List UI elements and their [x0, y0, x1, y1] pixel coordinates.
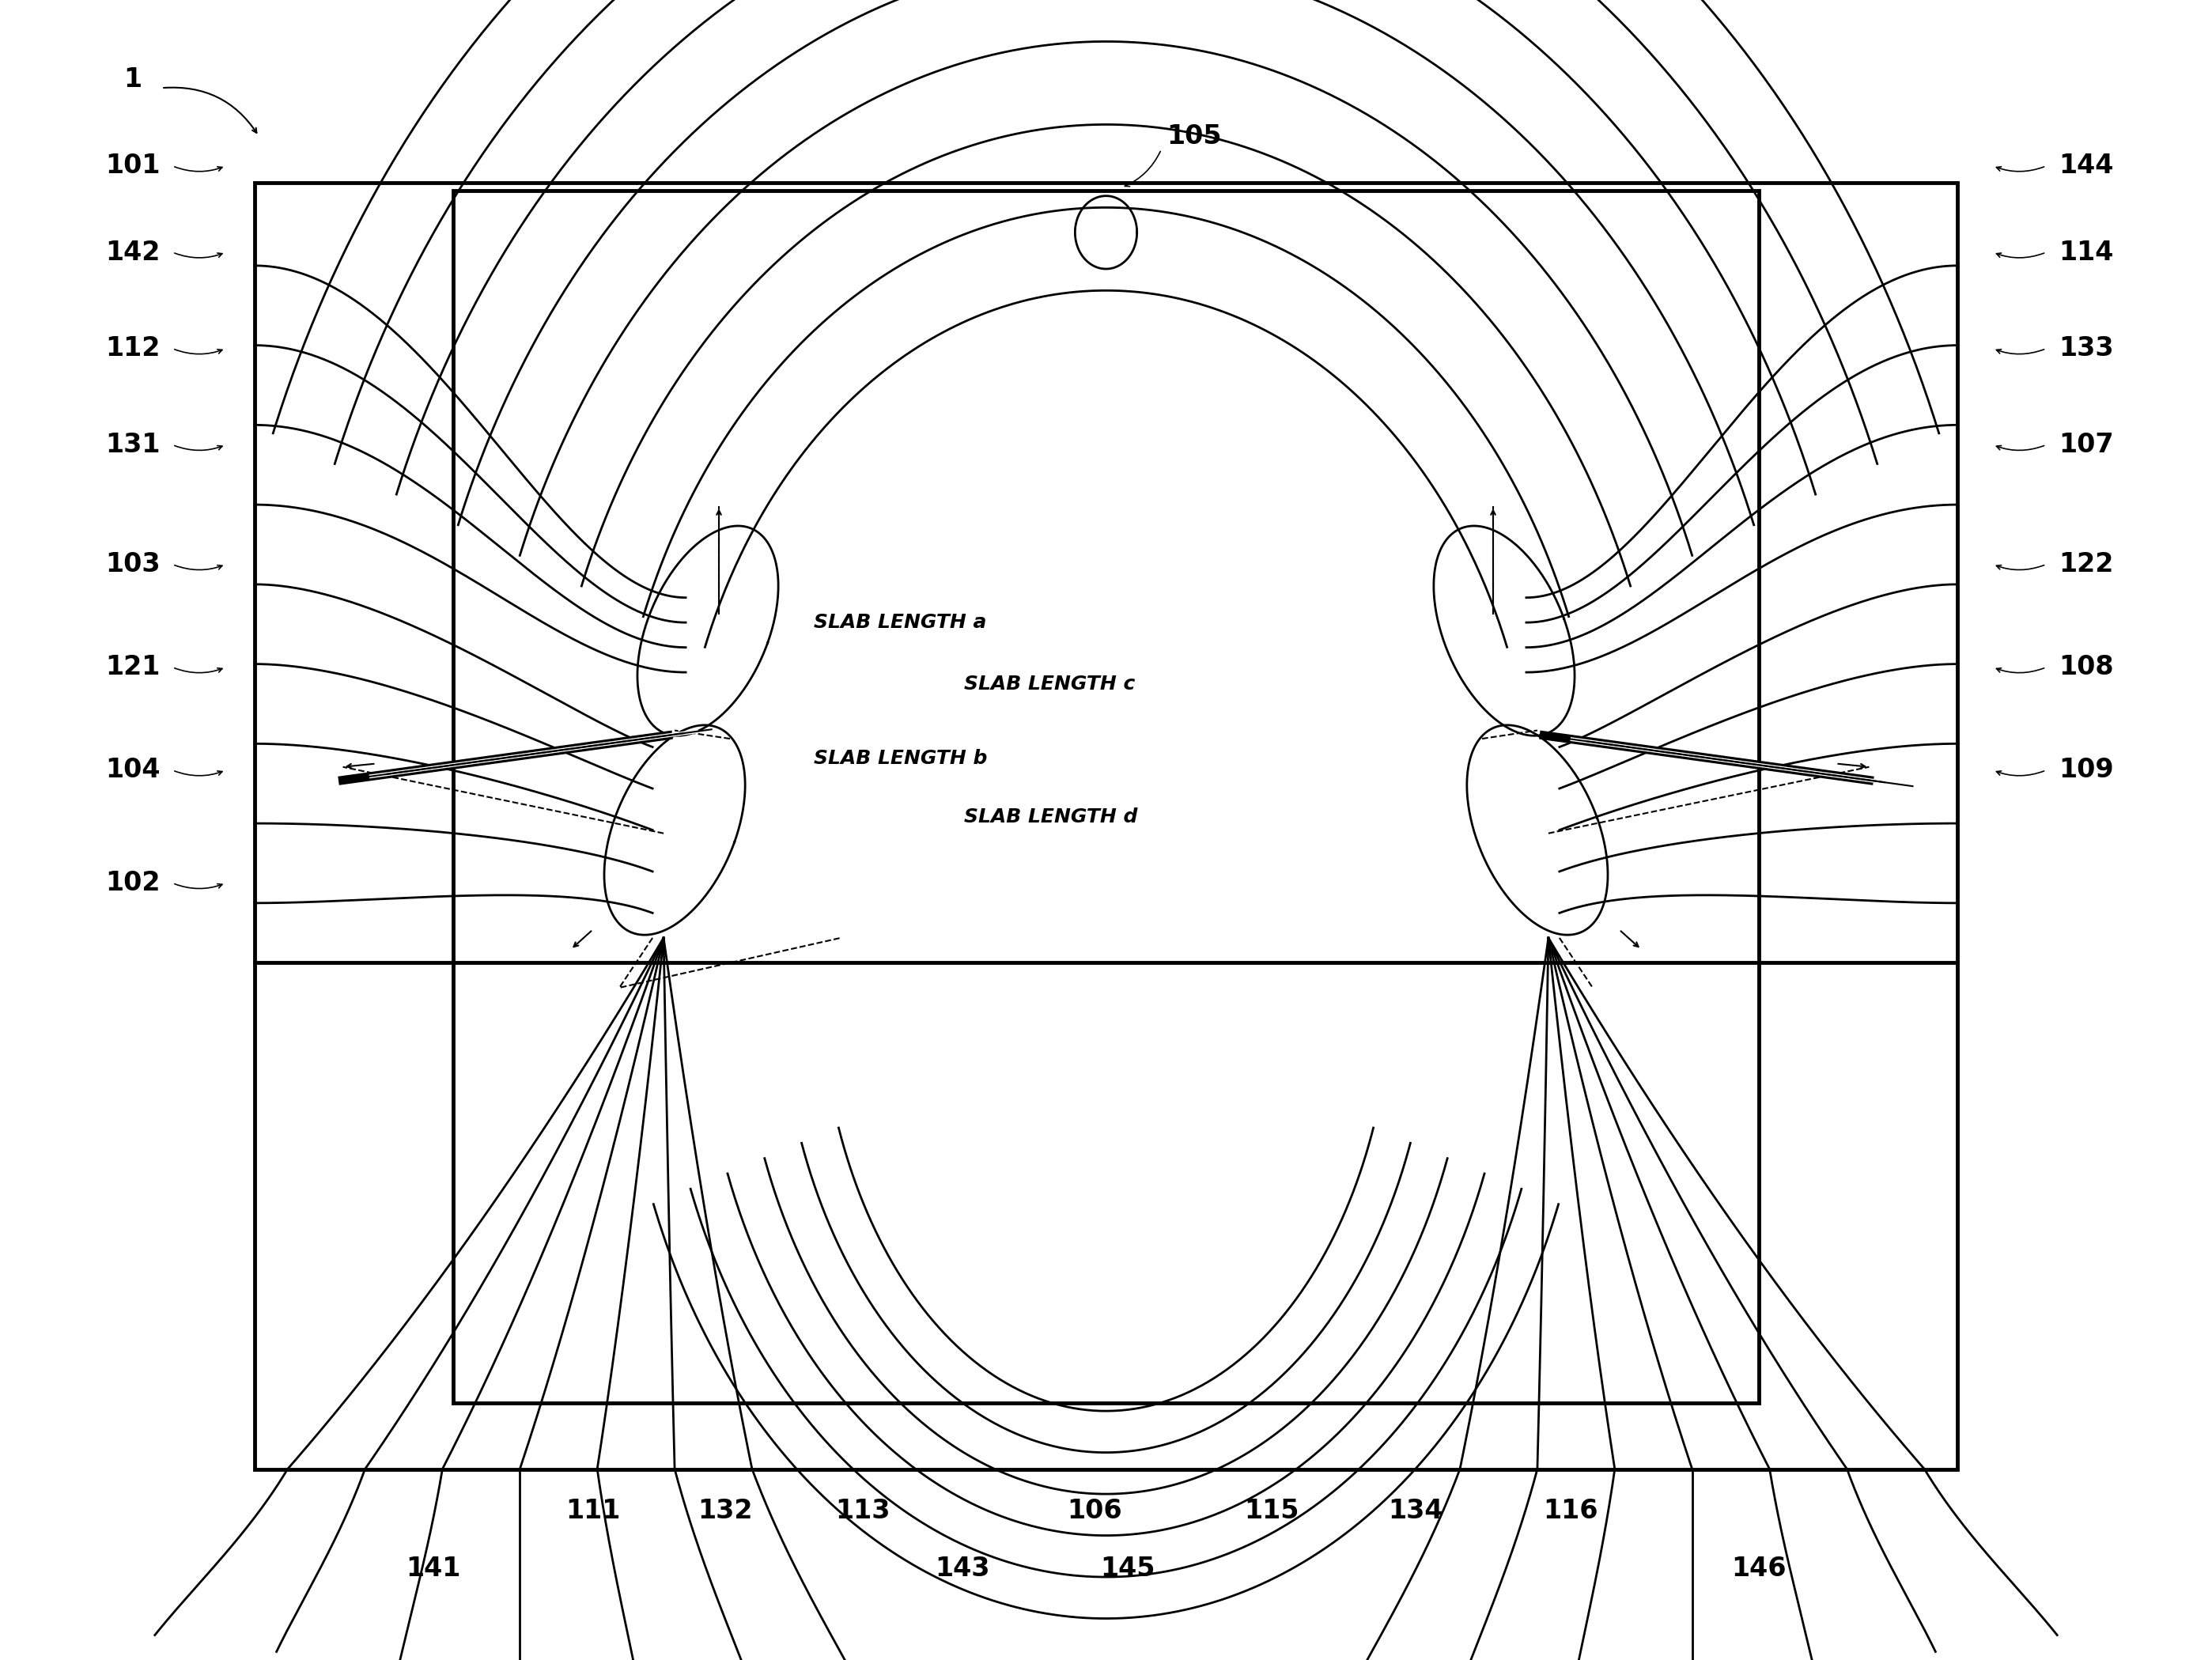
Text: 122: 122 — [2059, 551, 2112, 578]
Text: 103: 103 — [106, 551, 159, 578]
Text: 111: 111 — [566, 1497, 619, 1524]
Text: 142: 142 — [106, 239, 159, 266]
Text: 109: 109 — [2059, 757, 2112, 784]
Text: 133: 133 — [2059, 335, 2112, 362]
Text: 108: 108 — [2059, 654, 2112, 681]
Text: SLAB LENGTH c: SLAB LENGTH c — [964, 674, 1135, 694]
Bar — [453, 191, 1759, 1403]
Text: 104: 104 — [106, 757, 159, 784]
Text: 121: 121 — [106, 654, 159, 681]
Text: 144: 144 — [2059, 153, 2112, 179]
Text: 134: 134 — [1389, 1497, 1442, 1524]
Text: SLAB LENGTH a: SLAB LENGTH a — [814, 613, 987, 632]
Text: SLAB LENGTH b: SLAB LENGTH b — [814, 749, 987, 769]
Text: 113: 113 — [836, 1497, 889, 1524]
Text: 143: 143 — [936, 1555, 989, 1582]
Text: 102: 102 — [106, 870, 159, 896]
Text: 101: 101 — [106, 153, 159, 179]
Text: 1: 1 — [124, 66, 142, 93]
Text: 105: 105 — [1168, 123, 1221, 149]
Text: 114: 114 — [2059, 239, 2112, 266]
Text: 112: 112 — [106, 335, 159, 362]
Text: 146: 146 — [1732, 1555, 1785, 1582]
Text: 115: 115 — [1245, 1497, 1298, 1524]
Text: 107: 107 — [2059, 432, 2112, 458]
Text: 116: 116 — [1544, 1497, 1597, 1524]
Text: 145: 145 — [1102, 1555, 1155, 1582]
Bar — [254, 183, 1958, 1469]
Text: 106: 106 — [1068, 1497, 1121, 1524]
Text: SLAB LENGTH d: SLAB LENGTH d — [964, 807, 1137, 827]
Text: 132: 132 — [699, 1497, 752, 1524]
Text: 131: 131 — [106, 432, 159, 458]
Text: 141: 141 — [407, 1555, 460, 1582]
